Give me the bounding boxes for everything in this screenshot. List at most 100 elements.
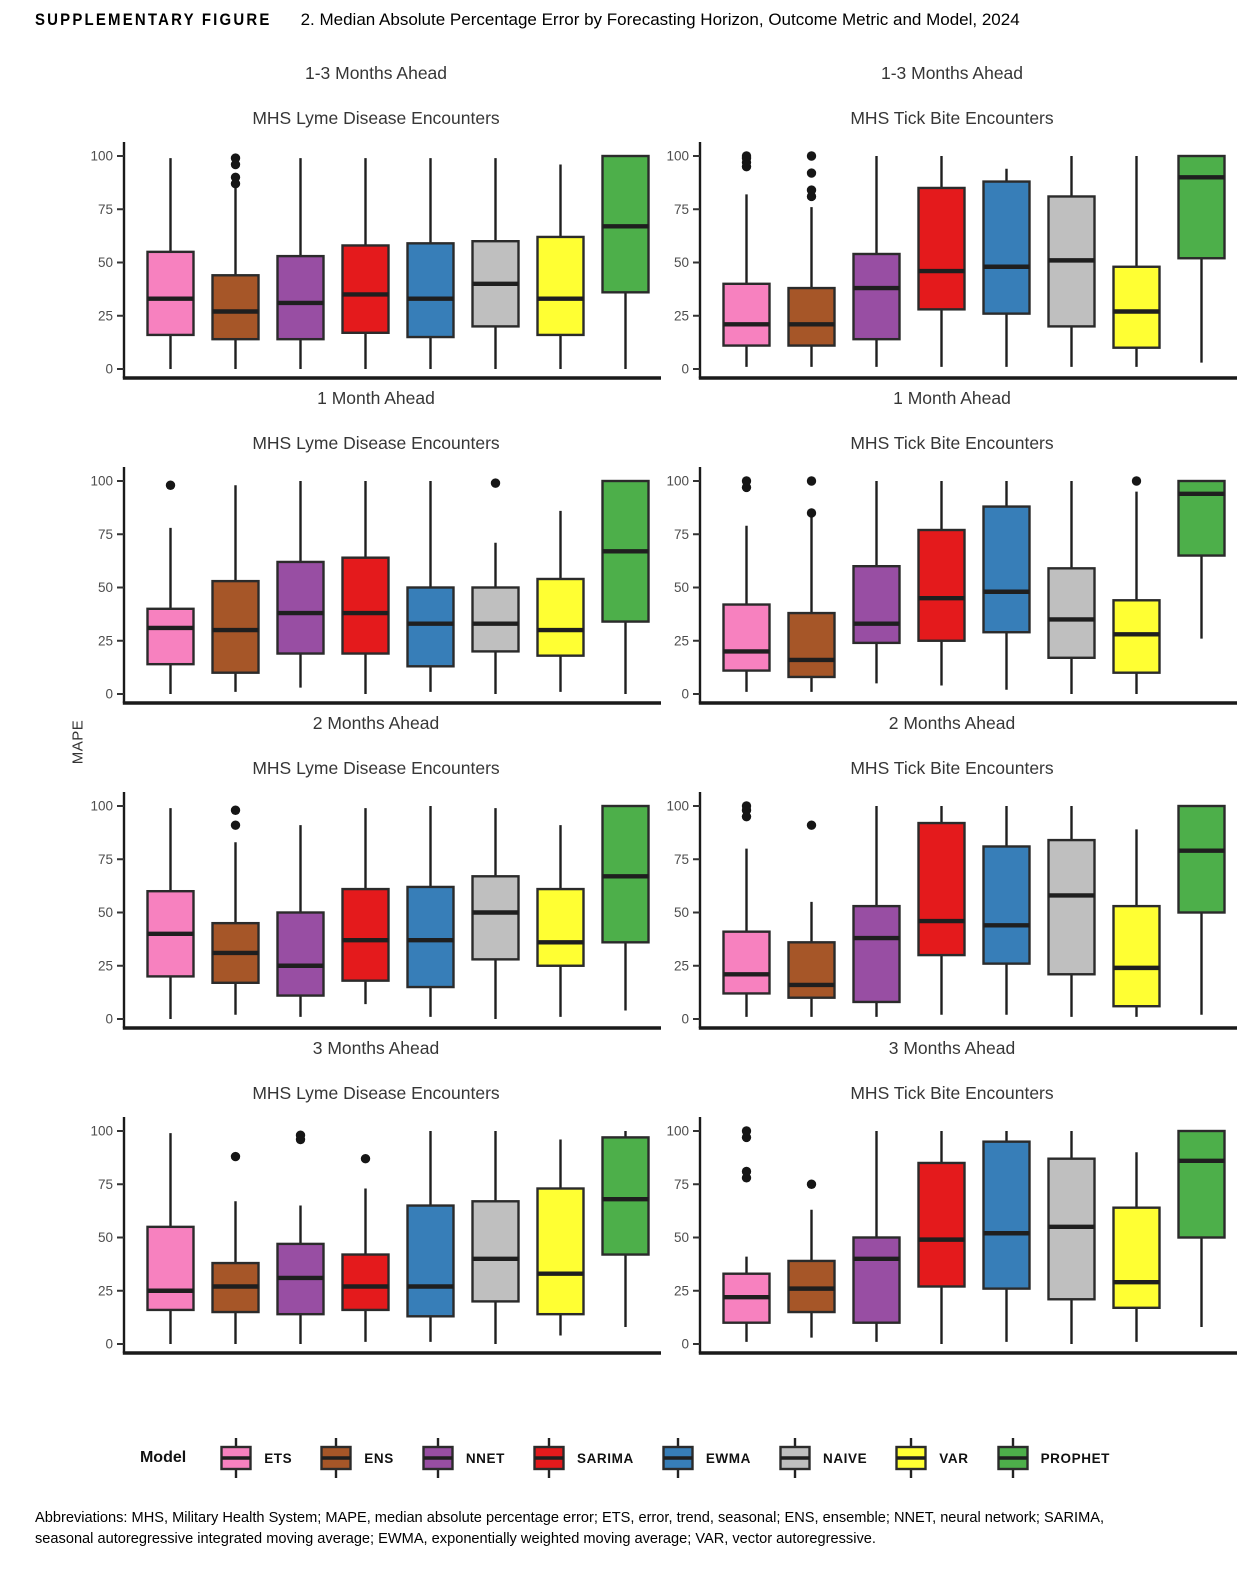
footnote-line-1: Abbreviations: MHS, Military Health Syst…	[35, 1510, 1105, 1526]
y-tick-label: 25	[98, 1283, 113, 1298]
box-ETS	[146, 1133, 195, 1344]
outlier-point	[230, 820, 241, 830]
y-tick-label: 75	[98, 202, 113, 217]
iqr-box	[536, 887, 585, 967]
iqr-box	[471, 1200, 520, 1303]
y-tick-label: 50	[674, 1230, 689, 1245]
box-NAIVE	[1047, 481, 1096, 694]
outlier-point	[741, 151, 752, 161]
panel-4: 1 Month Ahead MHS Tick Bite Encounters 0 25…	[664, 380, 1240, 705]
outlier-point	[741, 1166, 752, 1177]
box-NNET	[276, 825, 325, 1017]
iqr-box	[601, 1136, 650, 1256]
figure-title-text: Median Absolute Percentage Error by Fore…	[319, 10, 1020, 29]
iqr-box	[917, 1161, 966, 1288]
iqr-box	[1112, 1206, 1161, 1309]
y-tick-label: 50	[674, 580, 689, 595]
box-ENS	[787, 476, 836, 692]
legend-item-EWMA: EWMA	[661, 1437, 751, 1479]
box-VAR	[536, 164, 585, 369]
iqr-box	[146, 250, 195, 337]
box-SARIMA	[917, 806, 966, 1015]
iqr-box	[1177, 154, 1226, 260]
iqr-box	[1047, 567, 1096, 659]
box-EWMA	[982, 481, 1031, 690]
outlier-point	[1131, 476, 1142, 486]
iqr-box	[536, 577, 585, 657]
box-NNET	[852, 806, 901, 1017]
iqr-box	[1047, 838, 1096, 976]
box-PROPHET	[1177, 479, 1226, 639]
iqr-box	[852, 564, 901, 645]
horizon-title: 1 Month Ahead	[317, 388, 435, 408]
boxplot-svg: 0 25 50 75 100	[666, 467, 1237, 705]
iqr-box	[722, 930, 771, 995]
iqr-box	[787, 611, 836, 679]
outlier-point	[806, 185, 817, 195]
horizon-title: 1 Month Ahead	[893, 388, 1011, 408]
iqr-box	[982, 180, 1031, 315]
box-ETS	[146, 158, 195, 369]
legend-label-NAIVE: NAIVE	[822, 1450, 868, 1466]
panel-7: 3 Months Ahead MHS Lyme Disease Encounter…	[88, 1030, 664, 1355]
y-tick-label: 75	[98, 1177, 113, 1192]
box-NAIVE	[1047, 156, 1096, 367]
y-tick-label: 50	[98, 1230, 113, 1245]
box-PROPHET	[601, 154, 650, 369]
iqr-box	[471, 875, 520, 961]
outlier-point	[230, 805, 241, 815]
horizon-title: 1-3 Months Ahead	[304, 63, 448, 83]
iqr-box	[276, 560, 325, 655]
box-VAR	[1112, 829, 1161, 1017]
y-tick-label: 100	[90, 149, 113, 164]
iqr-box	[536, 1187, 585, 1316]
box-NNET	[852, 156, 901, 367]
box-PROPHET	[1177, 1129, 1226, 1327]
box-SARIMA	[341, 1153, 390, 1342]
legend-glyph-EWMA	[662, 1438, 694, 1478]
y-tick-label: 25	[674, 633, 689, 648]
outlier-point	[360, 1153, 371, 1164]
y-tick-label: 50	[98, 255, 113, 270]
y-tick-label: 25	[98, 308, 113, 323]
box-EWMA	[406, 806, 455, 1017]
box-VAR	[536, 825, 585, 1017]
box-ETS	[722, 1126, 771, 1342]
outlier-point	[230, 172, 241, 182]
outlier-point	[806, 508, 817, 518]
box-ENS	[211, 485, 260, 692]
y-tick-label: 100	[666, 799, 689, 814]
box-ENS	[787, 820, 836, 1017]
y-tick-label: 75	[674, 852, 689, 867]
legend-glyph-SARIMA	[533, 1438, 565, 1478]
figure-title: SUPPLEMENTARY FIGURE 2. Median Absolute …	[35, 10, 1020, 30]
legend-label-VAR: VAR	[939, 1450, 969, 1466]
iqr-box	[211, 274, 260, 341]
iqr-box	[917, 528, 966, 642]
iqr-box	[276, 911, 325, 997]
iqr-box	[471, 586, 520, 653]
legend: Model ETS ENS NNET SARIMA EWMA NAIVE VAR PROPHE…	[0, 1428, 1250, 1488]
legend-item-NAIVE: NAIVE	[778, 1437, 867, 1479]
metric-title: MHS Tick Bite Encounters	[850, 108, 1054, 128]
outlier-point	[741, 1126, 752, 1136]
y-tick-label: 0	[681, 362, 689, 377]
box-VAR	[1112, 1152, 1161, 1342]
legend-title: Model	[139, 1449, 187, 1466]
panel-1: 1-3 Months Ahead MHS Lyme Disease Encount…	[88, 55, 664, 380]
box-SARIMA	[341, 808, 390, 1005]
outlier-point	[741, 476, 752, 486]
iqr-box	[982, 845, 1031, 965]
legend-item-PROPHET: PROPHET	[996, 1437, 1110, 1479]
metric-title: MHS Tick Bite Encounters	[850, 1083, 1054, 1103]
iqr-box	[787, 941, 836, 999]
iqr-box	[722, 603, 771, 672]
iqr-box	[917, 821, 966, 957]
y-tick-label: 25	[98, 958, 113, 973]
y-tick-label: 75	[674, 202, 689, 217]
iqr-box	[406, 242, 455, 339]
box-PROPHET	[1177, 154, 1226, 363]
box-VAR	[536, 1139, 585, 1336]
iqr-box	[787, 286, 836, 347]
box-NAIVE	[1047, 806, 1096, 1017]
